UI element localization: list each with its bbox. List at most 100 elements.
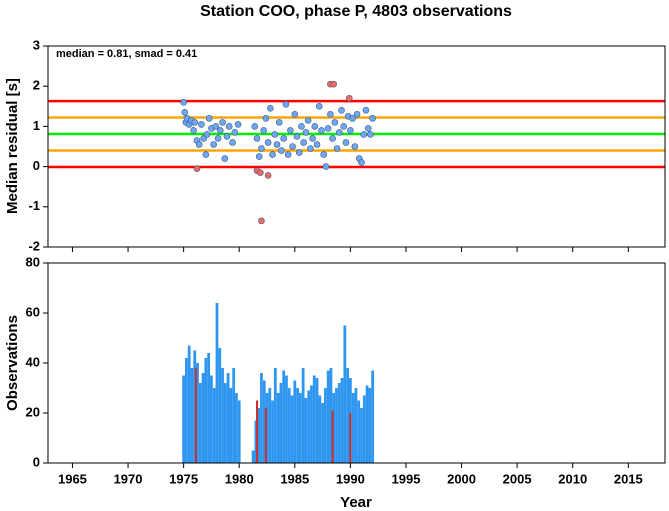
bar xyxy=(229,388,233,463)
x-tick-label: 2010 xyxy=(558,471,587,486)
bar xyxy=(354,388,358,463)
point xyxy=(217,127,224,134)
point xyxy=(229,139,236,146)
point xyxy=(315,103,323,110)
bar xyxy=(237,400,241,463)
point xyxy=(300,139,307,146)
bar xyxy=(282,370,286,463)
bar xyxy=(254,420,258,463)
bar xyxy=(293,380,297,463)
bar xyxy=(210,375,213,463)
bar xyxy=(315,378,319,463)
point xyxy=(333,145,341,152)
bar xyxy=(226,373,230,463)
point xyxy=(231,129,239,136)
bar xyxy=(193,350,197,463)
bar xyxy=(221,368,224,463)
bar xyxy=(318,395,322,463)
annotation: median = 0.81, smad = 0.41 xyxy=(56,48,197,60)
bar xyxy=(232,368,236,463)
bar xyxy=(329,368,333,463)
bar xyxy=(190,368,194,463)
point xyxy=(307,145,314,152)
bar xyxy=(296,388,299,463)
bar xyxy=(357,400,361,463)
point xyxy=(338,107,345,114)
point xyxy=(262,115,270,122)
point xyxy=(367,131,374,138)
point xyxy=(287,127,294,134)
bar xyxy=(268,388,272,463)
point xyxy=(327,111,334,118)
point xyxy=(322,163,330,170)
point xyxy=(360,131,368,138)
bar xyxy=(307,390,311,463)
bar xyxy=(298,393,302,463)
bar xyxy=(362,395,366,463)
point xyxy=(210,141,217,148)
point xyxy=(269,151,276,158)
x-tick-label: 1990 xyxy=(336,471,365,486)
x-tick-label: 1965 xyxy=(58,471,87,486)
point xyxy=(302,129,310,136)
bar xyxy=(365,385,369,463)
bar xyxy=(371,370,375,463)
point xyxy=(195,141,203,148)
point xyxy=(202,151,210,158)
point xyxy=(351,143,359,150)
bar xyxy=(251,450,255,463)
bar xyxy=(321,403,324,463)
bar xyxy=(323,388,327,463)
point xyxy=(203,131,211,138)
point xyxy=(253,135,261,142)
point xyxy=(264,172,272,179)
point xyxy=(251,123,259,130)
point xyxy=(225,123,233,130)
point xyxy=(349,115,356,122)
point xyxy=(191,119,199,126)
bar xyxy=(331,410,334,463)
bar xyxy=(235,393,238,463)
y-tick-label: 3 xyxy=(33,37,40,52)
bar xyxy=(326,370,330,463)
x-tick-label: 2005 xyxy=(503,471,532,486)
bar xyxy=(218,348,222,463)
bar xyxy=(260,373,263,463)
point xyxy=(298,123,305,130)
point xyxy=(271,131,279,138)
point xyxy=(205,115,213,122)
plot-frame xyxy=(47,262,666,464)
point xyxy=(223,133,231,140)
bar xyxy=(279,383,283,463)
point xyxy=(289,143,296,150)
bar xyxy=(335,388,338,463)
point xyxy=(258,217,265,225)
y-tick-label: 2 xyxy=(33,78,40,93)
bar xyxy=(346,368,349,463)
point xyxy=(234,121,242,128)
bar xyxy=(337,383,341,463)
point xyxy=(284,151,292,158)
bar xyxy=(212,388,216,463)
bar xyxy=(301,368,305,463)
y-tick-label: 80 xyxy=(26,254,40,269)
point xyxy=(181,109,189,116)
bar xyxy=(196,363,199,463)
bar xyxy=(204,358,208,463)
point xyxy=(264,139,272,146)
point xyxy=(340,123,348,130)
bar xyxy=(285,375,288,463)
point xyxy=(280,135,287,142)
bar xyxy=(262,380,266,463)
point xyxy=(324,125,332,132)
point xyxy=(214,135,222,142)
bar xyxy=(312,375,316,463)
bar xyxy=(201,373,205,463)
point xyxy=(180,98,187,106)
point xyxy=(311,123,319,130)
y-tick-label: 60 xyxy=(26,304,40,319)
x-tick-label: 1975 xyxy=(169,471,198,486)
bar xyxy=(332,393,336,463)
bar xyxy=(215,303,219,463)
x-tick-label: 2015 xyxy=(614,471,643,486)
